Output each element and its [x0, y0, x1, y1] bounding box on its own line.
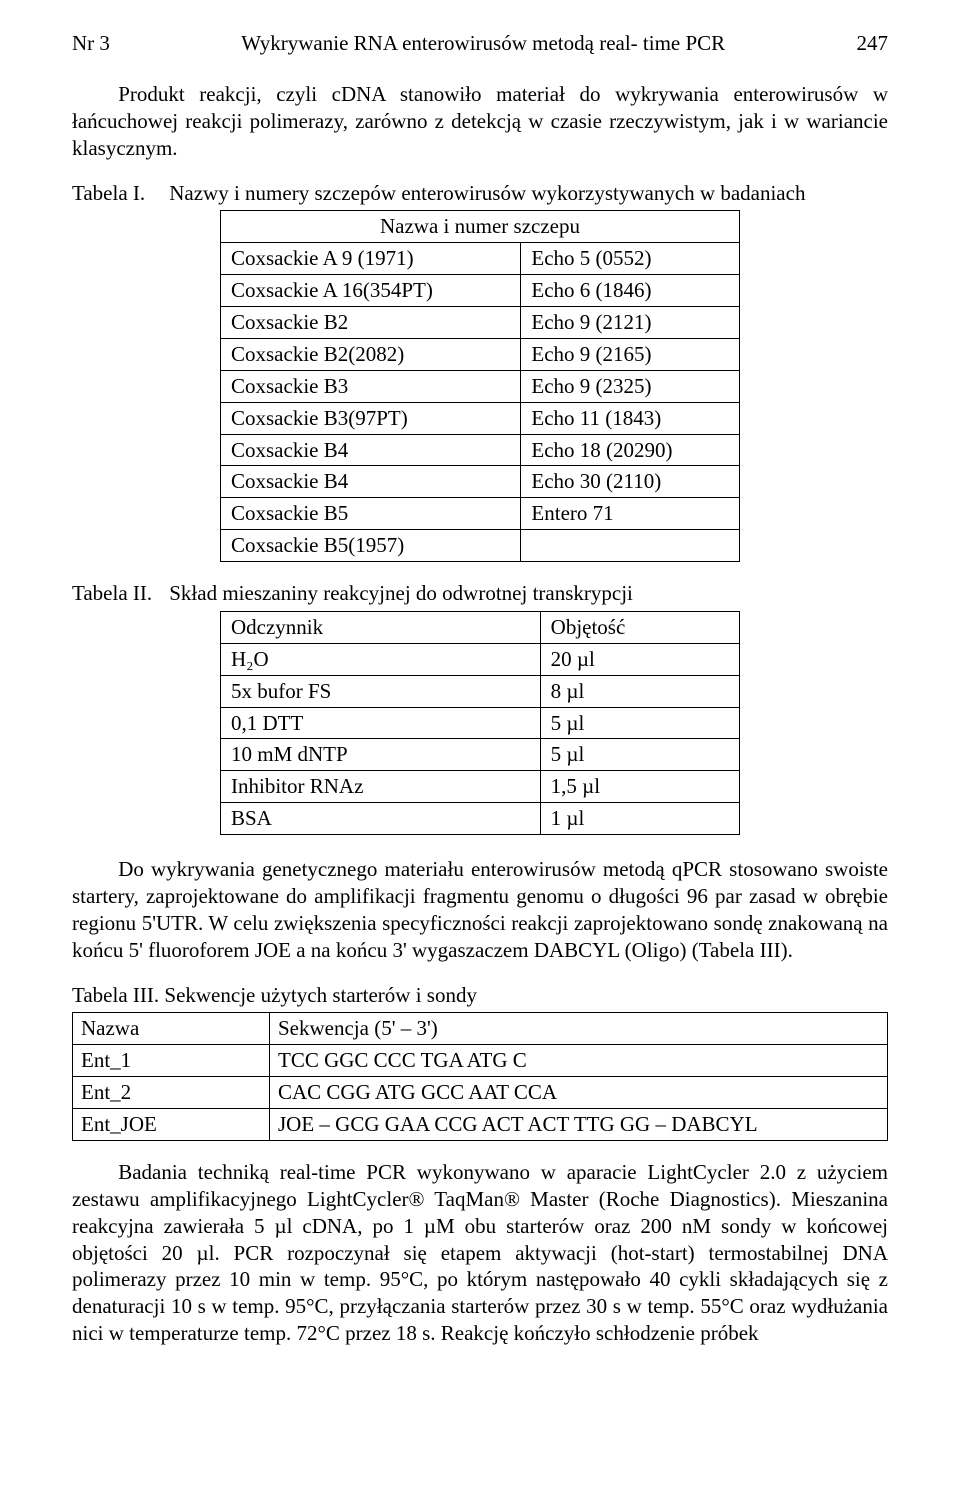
reagent-volume: 1 µl: [540, 803, 739, 835]
reagent-name: BSA: [221, 803, 541, 835]
table-row: H₂O20 µl: [221, 643, 740, 675]
reagent-volume: 1,5 µl: [540, 771, 739, 803]
table-row: Ent_JOEJOE – GCG GAA CCG ACT ACT TTG GG …: [73, 1109, 888, 1141]
table1-caption-text: Nazwy i numery szczepów enterowirusów wy…: [169, 180, 885, 207]
reagent-name: H₂O: [221, 643, 541, 675]
table1-caption: Tabela I. Nazwy i numery szczepów entero…: [72, 180, 888, 207]
strain-left: Coxsackie B3: [221, 370, 521, 402]
table3-col1: Nazwa: [73, 1013, 270, 1045]
strain-right: Echo 6 (1846): [521, 275, 740, 307]
table-row: Coxsackie A 9 (1971)Echo 5 (0552): [221, 243, 740, 275]
table-row: 0,1 DTT5 µl: [221, 707, 740, 739]
table2-caption-text: Skład mieszaniny reakcyjnej do odwrotnej…: [169, 580, 885, 607]
table-row: Ent_1TCC GGC CCC TGA ATG C: [73, 1045, 888, 1077]
table-row: Coxsackie B3(97PT)Echo 11 (1843): [221, 402, 740, 434]
paragraph-methods: Do wykrywania genetycznego materiału ent…: [72, 856, 888, 964]
table-row: Coxsackie B2Echo 9 (2121): [221, 307, 740, 339]
reagent-name: 5x bufor FS: [221, 675, 541, 707]
table-primers: Nazwa Sekwencja (5' – 3') Ent_1TCC GGC C…: [72, 1012, 888, 1141]
table3-caption: Tabela III. Sekwencje użytych starterów …: [72, 982, 888, 1009]
table-row: Coxsackie B4Echo 30 (2110): [221, 466, 740, 498]
reagent-name: 10 mM dNTP: [221, 739, 541, 771]
primer-name: Ent_JOE: [73, 1109, 270, 1141]
reagent-volume: 5 µl: [540, 707, 739, 739]
table2-col1: Odczynnik: [221, 611, 541, 643]
strain-left: Coxsackie B5: [221, 498, 521, 530]
table1-header: Nazwa i numer szczepu: [221, 211, 740, 243]
paragraph-pcr: Badania techniką real-time PCR wykonywan…: [72, 1159, 888, 1347]
strain-right: Entero 71: [521, 498, 740, 530]
strain-left: Coxsackie B5(1957): [221, 530, 521, 562]
table3-col2: Sekwencja (5' – 3'): [270, 1013, 888, 1045]
reagent-volume: 20 µl: [540, 643, 739, 675]
strain-left: Coxsackie B4: [221, 466, 521, 498]
table1-caption-lead: Tabela I.: [72, 180, 164, 207]
table-row: Inhibitor RNAz1,5 µl: [221, 771, 740, 803]
primer-sequence: TCC GGC CCC TGA ATG C: [270, 1045, 888, 1077]
reagent-name: 0,1 DTT: [221, 707, 541, 739]
table-strains: Nazwa i numer szczepu Coxsackie A 9 (197…: [220, 210, 740, 562]
strain-left: Coxsackie A 16(354PT): [221, 275, 521, 307]
strain-right: Echo 9 (2121): [521, 307, 740, 339]
table-row: Coxsackie B3Echo 9 (2325): [221, 370, 740, 402]
table-row: Coxsackie B2(2082)Echo 9 (2165): [221, 338, 740, 370]
table-row: 5x bufor FS8 µl: [221, 675, 740, 707]
strain-left: Coxsackie B3(97PT): [221, 402, 521, 434]
strain-right: Echo 9 (2325): [521, 370, 740, 402]
primer-name: Ent_2: [73, 1077, 270, 1109]
reagent-volume: 5 µl: [540, 739, 739, 771]
primer-name: Ent_1: [73, 1045, 270, 1077]
reagent-name: Inhibitor RNAz: [221, 771, 541, 803]
table-row: Coxsackie B5(1957): [221, 530, 740, 562]
primer-sequence: JOE – GCG GAA CCG ACT ACT TTG GG – DABCY…: [270, 1109, 888, 1141]
table-row: 10 mM dNTP5 µl: [221, 739, 740, 771]
strain-left: Coxsackie B4: [221, 434, 521, 466]
primer-sequence: CAC CGG ATG GCC AAT CCA: [270, 1077, 888, 1109]
table-rt-mix: Odczynnik Objętość H₂O20 µl5x bufor FS8 …: [220, 611, 740, 835]
strain-left: Coxsackie A 9 (1971): [221, 243, 521, 275]
table-row: Coxsackie A 16(354PT)Echo 6 (1846): [221, 275, 740, 307]
strain-right: Echo 9 (2165): [521, 338, 740, 370]
strain-right: Echo 30 (2110): [521, 466, 740, 498]
strain-right: Echo 11 (1843): [521, 402, 740, 434]
table2-caption-lead: Tabela II.: [72, 580, 164, 607]
table2-caption: Tabela II. Skład mieszaniny reakcyjnej d…: [72, 580, 888, 607]
strain-left: Coxsackie B2(2082): [221, 338, 521, 370]
strain-right: Echo 18 (20290): [521, 434, 740, 466]
table-row: Coxsackie B4Echo 18 (20290): [221, 434, 740, 466]
table-row: BSA1 µl: [221, 803, 740, 835]
reagent-volume: 8 µl: [540, 675, 739, 707]
header-left: Nr 3: [72, 30, 110, 57]
table-row: Coxsackie B5Entero 71: [221, 498, 740, 530]
strain-left: Coxsackie B2: [221, 307, 521, 339]
page-header: Nr 3 Wykrywanie RNA enterowirusów metodą…: [72, 30, 888, 57]
paragraph-intro: Produkt reakcji, czyli cDNA stanowiło ma…: [72, 81, 888, 162]
strain-right: [521, 530, 740, 562]
strain-right: Echo 5 (0552): [521, 243, 740, 275]
header-center: Wykrywanie RNA enterowirusów metodą real…: [241, 30, 725, 57]
table2-col2: Objętość: [540, 611, 739, 643]
header-right: 247: [856, 30, 888, 57]
table-row: Ent_2CAC CGG ATG GCC AAT CCA: [73, 1077, 888, 1109]
